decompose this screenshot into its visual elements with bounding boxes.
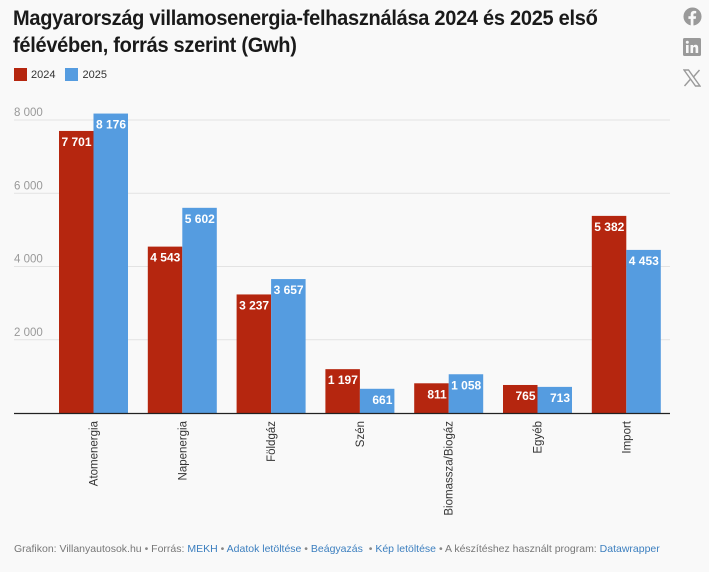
bar-2025-2: [271, 279, 306, 413]
value-label: 713: [550, 391, 570, 405]
bars: [59, 113, 661, 414]
legend-label-2025: 2025: [82, 68, 107, 81]
legend-label-2024: 2024: [31, 68, 56, 81]
value-label: 5 602: [185, 212, 215, 226]
legend: 2024 2025: [14, 68, 117, 81]
footer-separator: •: [368, 543, 373, 555]
download-data-link[interactable]: Adatok letöltése: [226, 543, 302, 555]
x-axis-labels: Atomenergia Napenergia Földgáz Szén Biomassz…: [89, 420, 634, 515]
value-label: 8 176: [96, 118, 126, 132]
value-label: 661: [372, 393, 392, 407]
facebook-share-button[interactable]: [682, 6, 702, 26]
footer-separator: •: [438, 543, 443, 555]
bar-2024-3: [325, 369, 360, 413]
legend-item-2024: 2024: [14, 68, 55, 81]
embed-link[interactable]: Beágyazás: [310, 543, 363, 555]
legend-item-2025: 2025: [65, 68, 107, 81]
value-label: 1 197: [328, 373, 358, 387]
linkedin-share-button[interactable]: [682, 37, 702, 57]
value-label: 1 058: [451, 378, 481, 392]
x-tick-label: Biomassza/Biogáz: [444, 421, 456, 516]
bar-2025-0: [93, 113, 128, 413]
y-tick-label: 2 000: [14, 327, 43, 339]
x-share-button[interactable]: [682, 68, 702, 88]
facebook-icon: [682, 6, 702, 26]
x-tick-label: Napenergia: [177, 420, 189, 480]
value-label: 4 453: [629, 254, 659, 268]
legend-swatch-2024: [14, 68, 27, 81]
footer: Grafikon: Villanyautosok.hu • Forrás: ME…: [14, 543, 660, 555]
y-axis-labels: 2 000 4 000 6 000 8 000: [14, 107, 43, 339]
bar-2024-1: [147, 246, 183, 413]
datawrapper-link[interactable]: Datawrapper: [599, 543, 660, 555]
x-tick-label: Szén: [355, 421, 367, 447]
x-tick-label: Egyéb: [533, 421, 545, 454]
footer-source-label: Forrás:: [151, 543, 185, 555]
linkedin-icon: [683, 38, 701, 56]
footer-credit: Grafikon: Villanyautosok.hu: [14, 543, 142, 555]
bar-2024-0: [59, 130, 94, 414]
bar-2025-4: [448, 374, 484, 413]
value-label: 811: [427, 387, 447, 401]
footer-made-with-label: A készítéshez használt program:: [444, 543, 597, 555]
footer-separator: •: [304, 543, 308, 555]
value-label: 5 382: [594, 220, 624, 234]
chart-title: Magyarország villamosenergia-felhasználá…: [13, 6, 598, 57]
bar-2024-6: [591, 215, 627, 413]
legend-swatch-2025: [65, 68, 79, 81]
y-tick-label: 6 000: [14, 180, 43, 192]
bar-2025-5: [537, 386, 572, 413]
y-tick-label: 8 000: [14, 107, 43, 119]
bar-2024-2: [236, 294, 272, 413]
download-image-link[interactable]: Kép letöltése: [375, 543, 437, 555]
y-tick-label: 4 000: [14, 254, 43, 266]
bar-chart: 2 000 4 000 6 000 8 000 7 701 8 176 4 543 5 60…: [14, 107, 670, 516]
x-tick-label: Földgáz: [266, 421, 278, 462]
bar-2025-1: [182, 207, 217, 413]
value-labels: 7 701 8 176 4 543 5 602 3 237 3 657 1 197 661 81…: [61, 118, 659, 407]
value-label: 4 543: [150, 251, 180, 265]
value-label: 765: [515, 389, 535, 403]
value-label: 7 701: [61, 135, 91, 149]
footer-separator: •: [144, 543, 149, 555]
value-label: 3 657: [274, 283, 304, 297]
bar-2024-5: [503, 384, 538, 413]
x-tick-label: Import: [621, 420, 633, 453]
footer-separator: •: [220, 543, 225, 555]
bar-2025-6: [626, 249, 661, 413]
bar-2024-4: [414, 383, 449, 413]
bar-2025-3: [359, 388, 395, 413]
x-icon: [683, 69, 701, 87]
source-link[interactable]: MEKH: [187, 543, 218, 555]
x-tick-label: Atomenergia: [89, 420, 101, 486]
value-label: 3 237: [239, 298, 269, 312]
